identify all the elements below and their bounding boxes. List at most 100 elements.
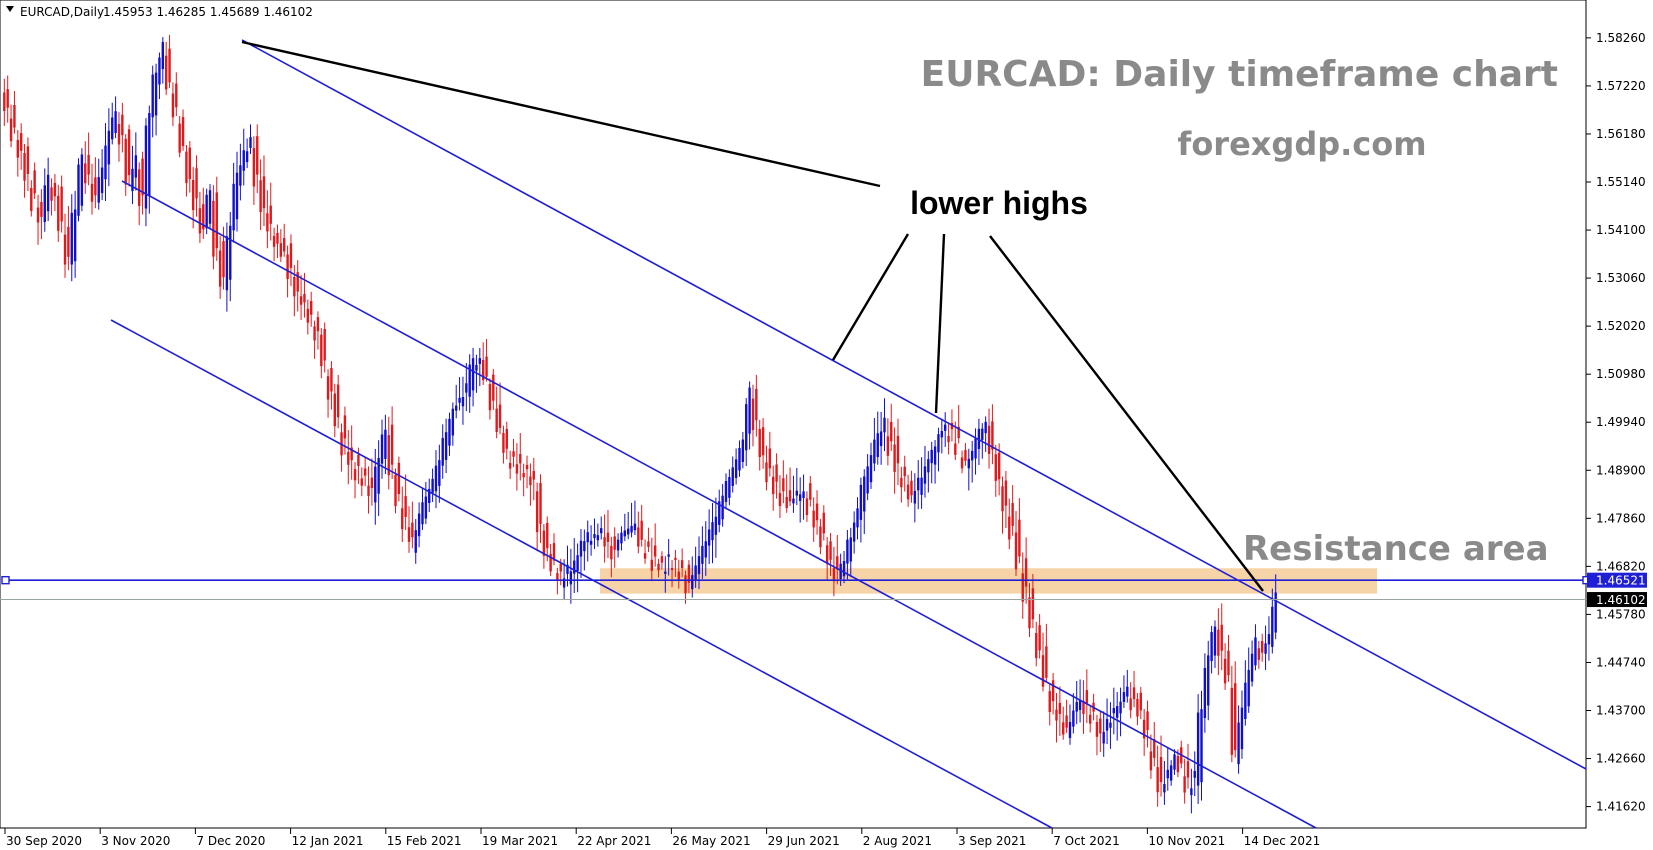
candle-bear: [26, 146, 30, 175]
candle-bull: [431, 478, 434, 493]
candle-bear: [357, 454, 360, 466]
candle-bull: [465, 383, 468, 393]
candle-bear: [1085, 690, 1089, 704]
candle-bull: [917, 477, 920, 491]
x-tick-label: 3 Nov 2020: [101, 834, 170, 848]
candle-bear: [367, 485, 370, 496]
candle-bull: [455, 405, 458, 411]
candle-bear: [1260, 641, 1264, 653]
candle-bull: [438, 460, 441, 486]
candle-bear: [640, 520, 643, 540]
candle-bull: [596, 535, 600, 541]
candle-bull: [428, 488, 431, 503]
candle-bull: [1200, 709, 1203, 783]
candle-bear: [30, 188, 33, 212]
candle-bull: [667, 554, 670, 557]
candle-bear: [286, 254, 289, 280]
candle-bear: [303, 293, 306, 303]
current-price-text: 1.46102: [1596, 593, 1646, 607]
candle-bear: [283, 237, 286, 252]
candle-bull: [846, 539, 849, 564]
candle-bear: [556, 573, 559, 581]
candle-bear: [987, 425, 991, 454]
candle-bear: [1021, 573, 1024, 602]
level-handle-left[interactable]: [1, 575, 10, 585]
candle-bull: [239, 165, 242, 186]
candle-bull: [97, 177, 100, 203]
candle-bear: [333, 393, 337, 427]
candle-bear: [1011, 503, 1014, 526]
candle-bull: [1072, 710, 1075, 727]
candle-bear: [347, 452, 350, 465]
candle-bull: [566, 564, 569, 574]
candle-bear: [269, 205, 272, 224]
y-tick-label: 1.49940: [1596, 415, 1646, 429]
candle-bear: [178, 123, 181, 153]
candle-bear: [546, 522, 549, 549]
candle-bear: [117, 123, 121, 145]
candle-bull: [839, 563, 842, 579]
candle-bull: [1105, 719, 1109, 731]
candle-bull: [863, 476, 866, 512]
candle-bull: [380, 434, 384, 464]
candle-bull: [694, 565, 697, 580]
candle-bear: [191, 179, 195, 211]
candle-bull: [1247, 669, 1250, 707]
candle-bull: [724, 481, 728, 502]
candle-bull: [114, 111, 117, 134]
candle-bull: [434, 465, 438, 492]
candle-bull: [161, 42, 165, 70]
channel-lower-line[interactable]: [110, 319, 1053, 829]
candle-bear: [259, 180, 262, 213]
channel-middle-line[interactable]: [121, 180, 1317, 829]
candle-bear: [832, 568, 836, 582]
candle-bear: [33, 170, 36, 194]
candle-bull: [869, 455, 873, 483]
candle-bear: [1095, 721, 1099, 737]
candle-bear: [195, 168, 198, 199]
candle-bull: [205, 194, 208, 229]
candle-bull: [417, 513, 421, 537]
candle-bear: [650, 559, 654, 571]
candle-bear: [1065, 715, 1068, 728]
candle-bear: [411, 522, 414, 538]
candle-bear: [677, 571, 680, 580]
candle-bull: [46, 174, 50, 212]
x-tick-label: 14 Dec 2021: [1244, 834, 1321, 848]
candle-bear: [957, 426, 960, 439]
candle-bull: [235, 172, 239, 220]
candle-bear: [387, 435, 390, 476]
lower-highs-lines: [241, 40, 1264, 592]
candle-bull: [633, 523, 637, 531]
y-tick-label: 1.47860: [1596, 511, 1646, 525]
candle-bull: [1250, 653, 1254, 682]
candle-bear: [515, 464, 519, 474]
candle-bull: [458, 397, 461, 403]
x-tick-label: 10 Nov 2021: [1148, 834, 1225, 848]
candle-bear: [481, 359, 485, 381]
candle-bear: [198, 208, 202, 234]
candle-bull: [981, 428, 984, 440]
candle-bear: [1156, 767, 1159, 793]
candle-bull: [873, 439, 876, 464]
candle-bull: [448, 418, 451, 446]
candle-bear: [488, 384, 492, 411]
dropdown-triangle-icon[interactable]: [6, 6, 14, 12]
y-tick-label: 1.52020: [1596, 319, 1646, 333]
candle-bull: [630, 525, 633, 533]
candle-bull: [937, 434, 940, 453]
channel-upper-line[interactable]: [241, 39, 1587, 770]
candle-bear: [350, 447, 353, 461]
candle-bull: [802, 491, 805, 499]
candle-bear: [960, 457, 964, 469]
candle-bear: [775, 464, 778, 482]
candle-bear: [653, 545, 657, 557]
site-label: forexgdp.com: [1177, 125, 1426, 163]
candle-bull: [792, 498, 795, 504]
candle-bear: [171, 93, 175, 118]
candle-bull: [562, 578, 566, 588]
candle-bull: [927, 459, 930, 473]
candle-bull: [707, 529, 711, 546]
candle-bull: [576, 555, 579, 571]
candle-bear: [910, 480, 913, 496]
